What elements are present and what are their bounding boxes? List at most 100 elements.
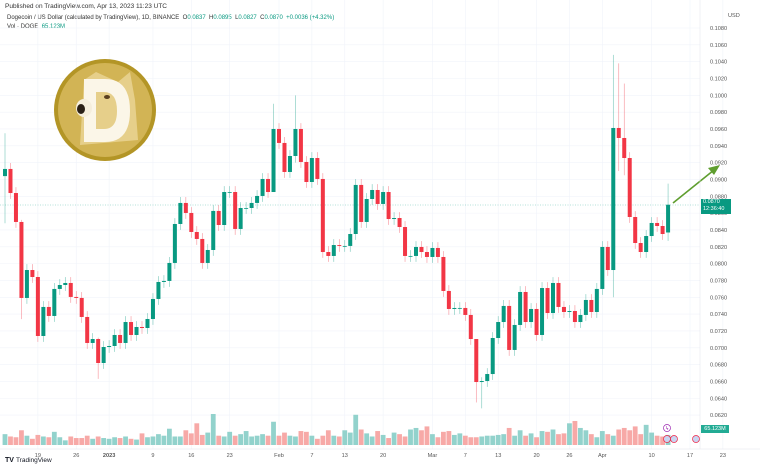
volume-bar bbox=[594, 437, 600, 445]
volume-bar bbox=[386, 438, 391, 445]
candle-body bbox=[408, 255, 413, 257]
volume-bar bbox=[578, 427, 583, 445]
candle-body bbox=[326, 252, 331, 256]
date-axis[interactable]: 19 26 2023 9 16 23 Feb 7 13 20 Mar 7 13 20 26 Apr 10 17 23 bbox=[0, 448, 760, 459]
candle bbox=[293, 95, 298, 163]
candle-body bbox=[386, 192, 391, 220]
candle-body bbox=[35, 276, 40, 336]
tradingview-wordmark[interactable]: TradingView bbox=[15, 457, 52, 464]
candle bbox=[572, 305, 577, 328]
price-tick-label: 0.1060 bbox=[710, 43, 727, 49]
volume-bar bbox=[265, 435, 271, 445]
volume-bar bbox=[167, 428, 172, 445]
us-flag-event-icon[interactable] bbox=[663, 435, 671, 443]
candle bbox=[600, 241, 605, 295]
price-tick-label: 0.0680 bbox=[710, 363, 727, 369]
price-tick-label: 0.0880 bbox=[710, 194, 727, 200]
price-tick-label: 0.1000 bbox=[710, 93, 727, 99]
candle-body bbox=[337, 245, 342, 246]
volume-bar bbox=[336, 436, 342, 445]
date-tick-label: Mar bbox=[428, 453, 438, 459]
candle-body bbox=[633, 217, 638, 244]
symbol-legend: Dogecoin / US Dollar (calculated by Trad… bbox=[7, 15, 334, 21]
candle bbox=[271, 103, 276, 193]
candle bbox=[446, 285, 451, 315]
price-tick-label: 0.0840 bbox=[710, 228, 727, 234]
volume-bar bbox=[375, 431, 381, 445]
candle bbox=[74, 291, 79, 304]
currency-label: USD bbox=[728, 13, 740, 19]
candle bbox=[551, 277, 555, 319]
candle bbox=[79, 292, 84, 323]
price-axis[interactable]: 0.1080 0.1060 0.1040 0.1020 0.1000 0.0980 0.09… bbox=[699, 0, 727, 449]
candle bbox=[3, 133, 7, 224]
volume-value: 65.123M bbox=[41, 24, 66, 30]
volume-bar bbox=[30, 438, 35, 445]
candle bbox=[375, 184, 380, 210]
candle bbox=[424, 246, 429, 263]
volume-bar bbox=[145, 437, 150, 445]
volume-bar bbox=[19, 430, 24, 445]
candle bbox=[337, 239, 342, 252]
volume-bar bbox=[199, 434, 205, 445]
candle bbox=[178, 197, 183, 230]
volume-bar bbox=[632, 426, 638, 445]
date-tick-label: 10 bbox=[649, 453, 655, 459]
candle-body bbox=[529, 308, 534, 323]
volume-bar bbox=[408, 429, 413, 445]
volume-bar bbox=[512, 435, 518, 445]
lightning-event-icon[interactable] bbox=[663, 424, 671, 432]
us-flag-event-icon[interactable] bbox=[692, 435, 700, 443]
candle-body bbox=[271, 128, 276, 193]
candle-body bbox=[331, 245, 336, 256]
price-tick-label: 0.1020 bbox=[710, 76, 727, 82]
candle bbox=[435, 242, 440, 263]
candle-body bbox=[364, 198, 369, 222]
volume-bar bbox=[588, 434, 594, 445]
candle-body bbox=[567, 310, 572, 313]
candle bbox=[35, 271, 40, 342]
volume-bar bbox=[380, 434, 386, 445]
volume-bar bbox=[627, 430, 633, 445]
price-tick-label: 0.0860 bbox=[710, 211, 727, 217]
volume-tag: 65.123M bbox=[701, 425, 729, 433]
candle-body bbox=[622, 137, 627, 159]
candle bbox=[370, 184, 375, 205]
volume-bar bbox=[177, 436, 183, 445]
candle bbox=[627, 152, 632, 223]
candle bbox=[161, 275, 166, 288]
candle bbox=[211, 205, 216, 256]
candle-body bbox=[216, 210, 221, 225]
candle-body bbox=[19, 221, 24, 298]
event-icons[interactable]: ϟ bbox=[663, 424, 700, 443]
volume-bar bbox=[468, 437, 474, 445]
volume-bar bbox=[616, 429, 622, 445]
candle bbox=[644, 230, 649, 258]
candle bbox=[452, 302, 457, 315]
candle bbox=[507, 300, 512, 356]
candle-body bbox=[309, 158, 314, 182]
volume-bar bbox=[643, 424, 649, 445]
volume-bar bbox=[567, 423, 572, 445]
us-flag-event-icon[interactable] bbox=[670, 435, 678, 443]
candle bbox=[200, 233, 205, 269]
candle bbox=[222, 186, 227, 231]
volume-bar bbox=[134, 439, 139, 445]
candle-body bbox=[414, 246, 418, 256]
candle-body bbox=[41, 306, 46, 336]
candle bbox=[41, 301, 46, 342]
candle-body bbox=[578, 314, 583, 323]
candle-body bbox=[63, 282, 68, 285]
volume-label: Vol · DOGE bbox=[7, 24, 39, 30]
candle-body bbox=[13, 193, 18, 222]
candle bbox=[419, 241, 424, 258]
price-tick-label: 0.0720 bbox=[710, 329, 727, 335]
volume-bar bbox=[446, 431, 452, 445]
candle bbox=[583, 294, 588, 321]
price-tick-label: 0.0920 bbox=[710, 161, 727, 167]
volume-bar bbox=[605, 434, 611, 445]
volume-bar bbox=[550, 429, 556, 445]
volume-bar bbox=[539, 431, 545, 445]
volume-bar bbox=[473, 437, 479, 445]
